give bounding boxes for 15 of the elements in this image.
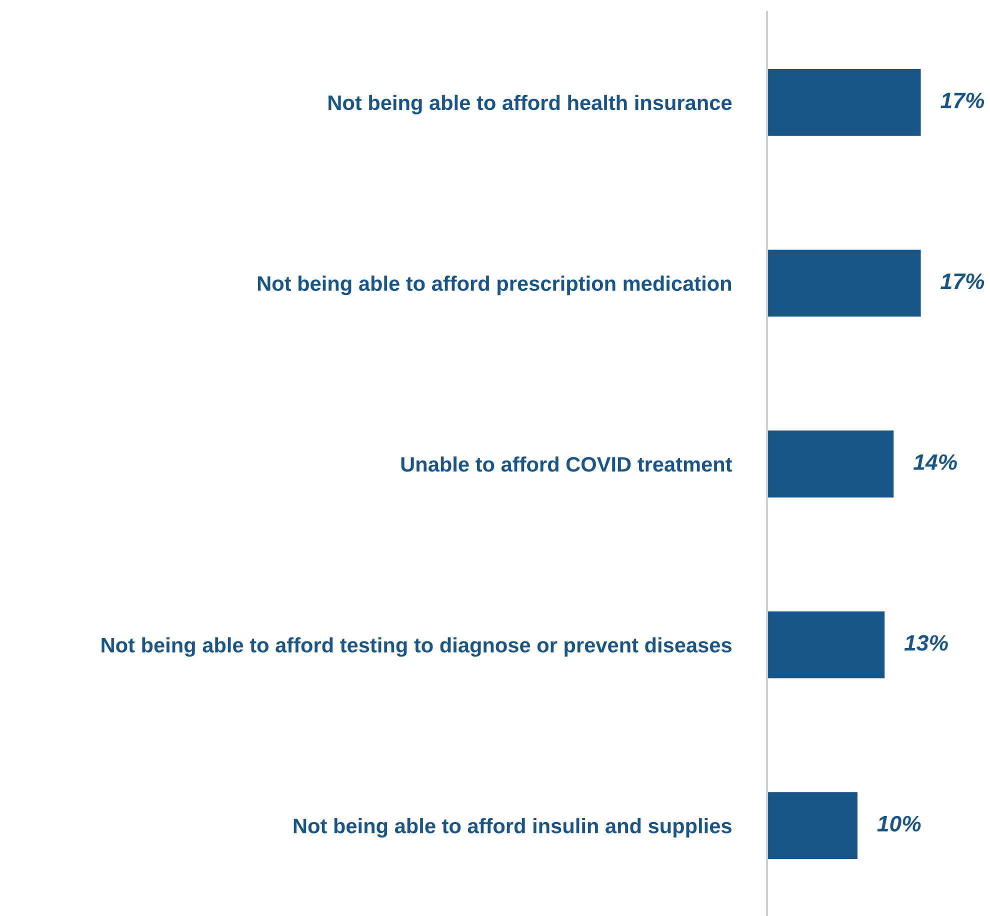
bar xyxy=(767,68,921,136)
bar xyxy=(767,611,885,678)
y-tick-label: Not being able to afford prescription medication xyxy=(258,276,732,296)
y-tick-label: Not being able to afford testing to diagnose or prevent diseases xyxy=(102,637,732,657)
y-tick-label: Unable to afford COVID treatment xyxy=(401,456,732,472)
data-label: 10% xyxy=(877,816,921,832)
bar xyxy=(767,250,921,317)
data-label: 14% xyxy=(913,454,957,470)
data-label: 13% xyxy=(904,635,948,651)
y-tick-label: Not being able to afford health insurance xyxy=(328,94,732,114)
bar xyxy=(767,792,858,860)
data-label: 17% xyxy=(940,92,984,108)
data-label: 17% xyxy=(940,274,984,290)
y-tick-label: Not being able to afford insulin and supplies xyxy=(294,818,732,838)
bar xyxy=(767,430,894,498)
